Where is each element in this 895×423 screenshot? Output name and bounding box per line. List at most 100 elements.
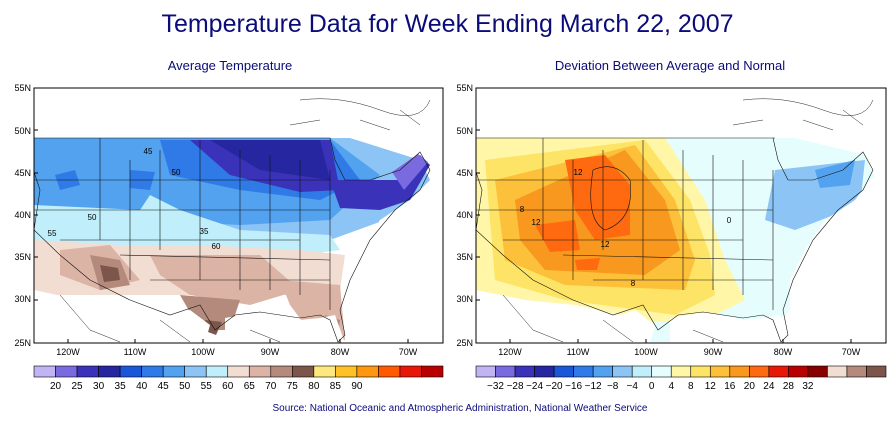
legend-label: −28	[507, 381, 524, 392]
lon-label: 70W	[399, 347, 418, 357]
legend-swatch	[495, 365, 516, 378]
lon-label: 90W	[261, 347, 280, 357]
legend-swatch	[33, 365, 56, 378]
temperature-map	[34, 88, 443, 343]
legend-label: 85	[330, 381, 342, 392]
legend-label: 80	[308, 381, 320, 392]
legend-swatch	[807, 365, 828, 378]
legend-label: 75	[287, 381, 299, 392]
legend-label: 35	[115, 381, 127, 392]
lon-label: 70W	[842, 347, 861, 357]
legend-label: 0	[649, 381, 655, 392]
contour-label: 0	[727, 216, 732, 225]
contour-label: 8	[520, 205, 525, 214]
lat-label: 50N	[14, 126, 31, 136]
page-title: Temperature Data for Week Ending March 2…	[161, 10, 734, 38]
legend-swatch	[270, 365, 293, 378]
lon-label: 120W	[498, 347, 522, 357]
lat-label: 35N	[456, 252, 473, 262]
legend-swatch	[119, 365, 142, 378]
lat-label: 50N	[456, 126, 473, 136]
legend-swatch	[141, 365, 164, 378]
legend-swatch	[651, 365, 672, 378]
legend-swatch	[421, 365, 444, 378]
lat-label: 30N	[14, 294, 31, 304]
legend-label: 70	[265, 381, 277, 392]
deviation-panel: 55N 50N 45N 40N 35N 30N 25N 120W 110W 10…	[456, 83, 887, 357]
legend-label: 40	[136, 381, 148, 392]
legend-swatch	[573, 365, 594, 378]
contour-label: 12	[574, 168, 583, 177]
legend-swatch	[729, 365, 750, 378]
legend-label: 55	[201, 381, 213, 392]
legend-label: −24	[526, 381, 543, 392]
legend-label: 28	[783, 381, 795, 392]
legend-swatch	[846, 365, 867, 378]
legend-swatch	[227, 365, 250, 378]
lon-label: 90W	[704, 347, 723, 357]
legend-label: 24	[763, 381, 775, 392]
legend-label: −12	[585, 381, 602, 392]
legend-swatch	[788, 365, 809, 378]
legend-label: 20	[744, 381, 756, 392]
legend-label: 50	[179, 381, 191, 392]
legend-label: 90	[351, 381, 363, 392]
deviation-legend: −32 −28 −24 −20 −16 −12 −8 −4 0 4 8 12 16 20 24 28 32	[475, 365, 887, 392]
legend-swatch	[184, 365, 207, 378]
average-temperature-panel: 55N 50N 45N 40N 35N 30N 25N 120W 110W 10…	[14, 83, 444, 357]
legend-swatch	[313, 365, 336, 378]
legend-label: 8	[688, 381, 694, 392]
deviation-map	[476, 88, 886, 343]
contour-label: 12	[532, 218, 541, 227]
legend-label: −32	[487, 381, 504, 392]
legend-swatch	[55, 365, 78, 378]
legend-label: 60	[222, 381, 234, 392]
legend-swatch	[612, 365, 633, 378]
source-note: Source: National Oceanic and Atmospheric…	[272, 403, 648, 414]
legend-label: 20	[50, 381, 62, 392]
contour-label: 8	[631, 279, 636, 288]
lon-label: 100W	[634, 347, 658, 357]
contour-label: 55	[48, 229, 57, 238]
temperature-legend: 20 25 30 35 40 45 50 55 60 65 70 75 80 85 90	[33, 365, 444, 392]
lat-label: 55N	[14, 83, 31, 93]
legend-swatch	[631, 365, 653, 378]
legend-swatch	[534, 365, 555, 378]
legend-label: 16	[724, 381, 736, 392]
contour-label: 60	[212, 242, 221, 251]
legend-swatch	[98, 365, 121, 378]
legend-swatch	[356, 365, 379, 378]
lat-label: 30N	[456, 294, 473, 304]
legend-label: −4	[626, 381, 638, 392]
legend-swatch	[399, 365, 422, 378]
lon-label: 80W	[331, 347, 350, 357]
legend-swatch	[592, 365, 613, 378]
lat-label: 55N	[456, 83, 473, 93]
left-panel-title: Average Temperature	[167, 58, 293, 73]
lon-label: 110W	[567, 347, 590, 357]
legend-swatch	[162, 365, 185, 378]
legend-swatch	[749, 365, 770, 378]
legend-swatch	[690, 365, 711, 378]
contour-label: 50	[172, 168, 181, 177]
legend-label: 4	[668, 381, 674, 392]
lat-label: 40N	[14, 210, 31, 220]
legend-swatch	[205, 365, 229, 378]
legend-swatch	[248, 365, 272, 378]
lat-label: 45N	[14, 168, 31, 178]
legend-label: −20	[546, 381, 563, 392]
legend-label: 25	[71, 381, 83, 392]
contour-label: 12	[601, 240, 610, 249]
lon-label: 110W	[124, 347, 147, 357]
legend-swatch	[709, 365, 731, 378]
legend-swatch	[514, 365, 535, 378]
lat-label: 25N	[14, 338, 31, 348]
lat-label: 45N	[456, 168, 473, 178]
legend-swatch	[866, 365, 887, 378]
legend-label: −8	[607, 381, 619, 392]
lat-label: 25N	[456, 338, 473, 348]
lon-label: 100W	[191, 347, 215, 357]
legend-swatch	[76, 365, 99, 378]
lon-label: 120W	[56, 347, 80, 357]
legend-swatch	[378, 365, 401, 378]
